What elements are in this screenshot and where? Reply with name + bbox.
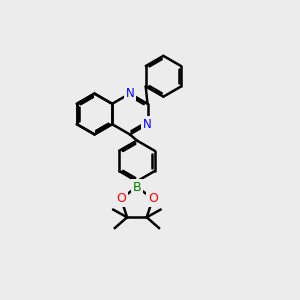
Text: N: N [143,118,152,131]
Text: O: O [148,192,158,205]
Text: O: O [116,192,126,205]
Text: N: N [125,87,134,100]
Text: B: B [133,181,141,194]
